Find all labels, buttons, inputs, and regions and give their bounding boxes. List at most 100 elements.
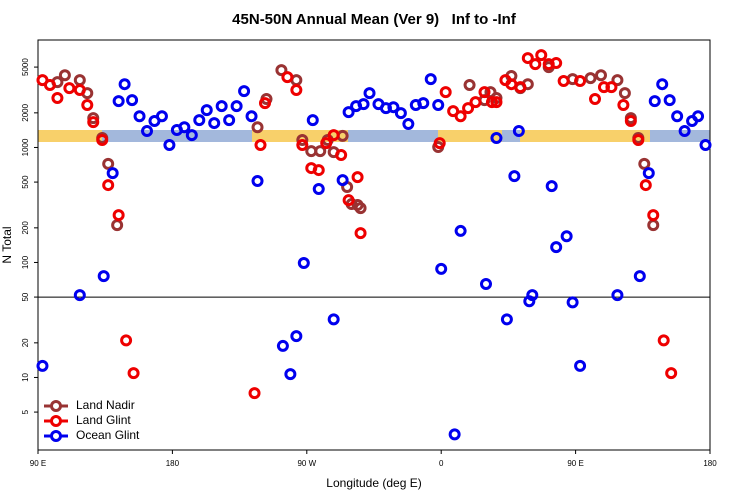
data-point: [297, 256, 310, 269]
data-point: [589, 92, 602, 105]
data-point: [112, 95, 125, 108]
plot-frame: [37, 39, 711, 451]
y-tick-label: 10: [21, 372, 30, 381]
data-point: [526, 289, 539, 302]
data-point: [642, 167, 655, 180]
data-point: [254, 139, 267, 152]
data-point: [594, 69, 607, 82]
data-point: [312, 164, 325, 177]
data-point: [245, 110, 258, 123]
data-point: [208, 117, 221, 130]
data-point: [485, 96, 498, 109]
data-point: [692, 110, 705, 123]
data-point: [314, 145, 327, 158]
data-point: [633, 270, 646, 283]
data-point: [248, 387, 261, 400]
data-point: [624, 114, 637, 127]
data-point: [521, 52, 534, 65]
data-point: [258, 97, 271, 110]
data-point: [454, 224, 467, 237]
data-point: [81, 99, 94, 112]
legend-marker: [50, 430, 62, 442]
data-point: [230, 100, 243, 113]
legend-label: Land Nadir: [76, 398, 135, 412]
data-point: [335, 148, 348, 161]
data-point: [106, 167, 119, 180]
data-point: [500, 313, 513, 326]
data-point: [402, 117, 415, 130]
data-point: [617, 99, 630, 112]
data-point: [193, 114, 206, 127]
data-point: [574, 359, 587, 372]
data-point: [678, 125, 691, 138]
x-tick-label: 90 W: [297, 459, 316, 468]
data-point: [656, 78, 669, 91]
data-point: [611, 289, 624, 302]
data-point: [51, 92, 64, 105]
y-tick-label: 500: [21, 175, 30, 189]
data-point: [97, 270, 110, 283]
data-point: [357, 98, 370, 111]
legend-label: Ocean Glint: [76, 428, 140, 442]
data-point: [363, 87, 376, 100]
legend-marker: [50, 400, 62, 412]
y-tick-label: 100: [21, 255, 30, 269]
data-point: [120, 334, 133, 347]
data-point: [490, 96, 503, 109]
data-point: [639, 179, 652, 192]
data-point: [178, 121, 191, 134]
data-point: [557, 75, 570, 88]
data-point: [336, 174, 349, 187]
data-point: [141, 125, 154, 138]
data-point: [73, 84, 86, 97]
data-point: [478, 86, 491, 99]
x-tick-label: 180: [166, 459, 180, 468]
data-point: [133, 110, 146, 123]
y-tick-label: 5: [21, 409, 30, 414]
data-point: [514, 81, 527, 94]
data-point: [657, 334, 670, 347]
data-point: [454, 110, 467, 123]
data-point: [320, 137, 333, 150]
data-point: [342, 194, 355, 207]
data-point: [490, 131, 503, 144]
data-point: [118, 78, 131, 91]
data-point: [126, 94, 139, 107]
x-tick-label: 180: [703, 459, 717, 468]
data-point: [394, 107, 407, 120]
data-point: [296, 134, 309, 147]
data-point: [251, 174, 264, 187]
band-land: [438, 130, 502, 142]
data-point: [550, 241, 563, 254]
x-tick-label: 90 E: [30, 459, 46, 468]
data-point: [638, 157, 651, 170]
y-tick-label: 5000: [21, 58, 30, 76]
data-point: [312, 183, 325, 196]
y-axis-label: N Total: [0, 226, 14, 263]
data-point: [512, 125, 525, 138]
data-point: [102, 157, 115, 170]
band-land: [38, 130, 102, 142]
data-point: [560, 230, 573, 243]
data-point: [469, 96, 482, 109]
y-tick-label: 200: [21, 221, 30, 235]
data-point: [439, 86, 452, 99]
data-point: [275, 64, 288, 77]
data-point: [102, 179, 115, 192]
surface-band: [38, 130, 710, 142]
data-point: [87, 116, 100, 129]
data-point: [647, 209, 660, 222]
data-point: [87, 112, 100, 125]
y-tick-label: 1000: [21, 138, 30, 156]
data-point: [96, 134, 109, 147]
data-point: [351, 171, 364, 184]
data-point: [238, 85, 251, 98]
data-point: [463, 79, 476, 92]
data-point: [605, 81, 618, 94]
data-point: [163, 139, 176, 152]
legend-label: Land Glint: [76, 413, 131, 427]
data-point: [354, 202, 367, 215]
data-point: [290, 84, 303, 97]
